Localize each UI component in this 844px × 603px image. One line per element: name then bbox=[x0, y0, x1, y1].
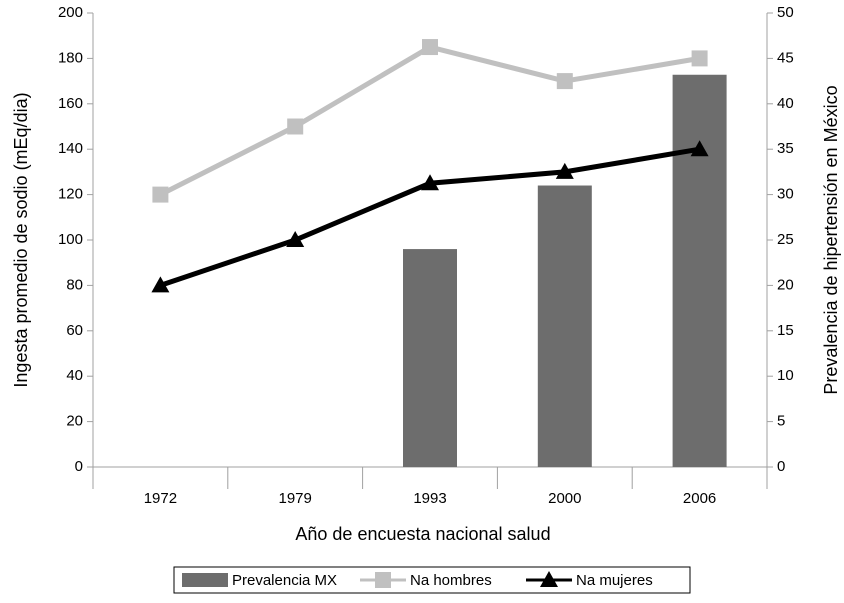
bar bbox=[672, 74, 727, 467]
bar bbox=[537, 185, 592, 467]
legend-marker bbox=[540, 571, 558, 587]
y-axis-label: Ingesta promedio de sodio (mEq/dia) bbox=[11, 92, 31, 387]
x-tick-label: 1979 bbox=[279, 490, 312, 507]
bar bbox=[403, 249, 457, 467]
x-axis-label: Año de encuesta nacional salud bbox=[295, 524, 550, 544]
y2-axis-label: Prevalencia de hipertensión en México bbox=[821, 85, 841, 394]
line-marker bbox=[421, 174, 439, 191]
y-tick-label: 0 bbox=[75, 458, 83, 475]
y2-tick-label: 50 bbox=[777, 4, 794, 21]
legend-marker bbox=[375, 572, 391, 588]
y-tick-label: 80 bbox=[66, 276, 83, 293]
y-tick-label: 200 bbox=[58, 4, 83, 21]
y-tick-label: 140 bbox=[58, 140, 83, 157]
y-tick-label: 40 bbox=[66, 367, 83, 384]
y-tick-label: 20 bbox=[66, 413, 83, 430]
y2-tick-label: 20 bbox=[777, 276, 794, 293]
line-marker bbox=[555, 162, 574, 179]
y2-tick-label: 5 bbox=[777, 413, 785, 430]
line-marker bbox=[151, 276, 170, 293]
line-marker bbox=[152, 186, 169, 203]
line-marker bbox=[691, 50, 708, 67]
y2-tick-label: 0 bbox=[777, 458, 785, 475]
legend-label: Prevalencia MX bbox=[232, 572, 337, 589]
y2-tick-label: 15 bbox=[777, 322, 794, 339]
y2-tick-label: 10 bbox=[777, 367, 794, 384]
line-marker bbox=[422, 39, 438, 56]
y-tick-label: 160 bbox=[58, 95, 83, 112]
y2-tick-label: 35 bbox=[777, 140, 794, 157]
x-tick-label: 2006 bbox=[683, 490, 716, 507]
legend-swatch bbox=[182, 573, 228, 587]
x-tick-label: 1972 bbox=[144, 490, 177, 507]
y-tick-label: 100 bbox=[58, 231, 83, 248]
legend-box bbox=[173, 566, 691, 594]
line-marker bbox=[286, 231, 305, 247]
y-tick-label: 60 bbox=[66, 322, 83, 339]
x-tick-label: 2000 bbox=[548, 490, 581, 507]
y-tick-label: 180 bbox=[58, 49, 83, 66]
y2-tick-label: 30 bbox=[777, 186, 794, 203]
line-marker bbox=[556, 73, 573, 90]
x-tick-label: 1993 bbox=[413, 490, 446, 507]
y-tick-label: 120 bbox=[58, 186, 83, 203]
line-marker bbox=[287, 118, 304, 135]
y2-tick-label: 40 bbox=[777, 95, 794, 112]
legend-label: Na mujeres bbox=[576, 572, 653, 589]
y2-tick-label: 45 bbox=[777, 49, 794, 66]
line-marker bbox=[690, 140, 709, 157]
legend-label: Na hombres bbox=[410, 572, 492, 589]
y2-tick-label: 25 bbox=[777, 231, 794, 248]
line bbox=[159, 44, 701, 197]
